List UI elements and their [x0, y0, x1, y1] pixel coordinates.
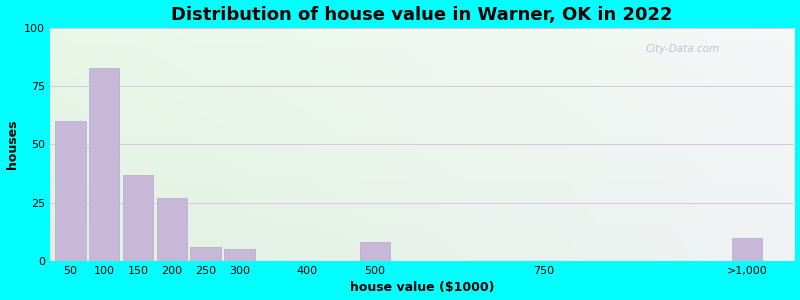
Text: City-Data.com: City-Data.com [646, 44, 720, 54]
Bar [360, 242, 390, 261]
Bar [55, 121, 86, 261]
Bar [732, 238, 762, 261]
X-axis label: house value ($1000): house value ($1000) [350, 281, 494, 294]
Bar [89, 68, 119, 261]
Bar [157, 198, 187, 261]
Title: Distribution of house value in Warner, OK in 2022: Distribution of house value in Warner, O… [171, 6, 673, 24]
Bar [190, 247, 221, 261]
Bar [224, 249, 254, 261]
Bar [122, 175, 153, 261]
Y-axis label: houses: houses [6, 120, 18, 169]
